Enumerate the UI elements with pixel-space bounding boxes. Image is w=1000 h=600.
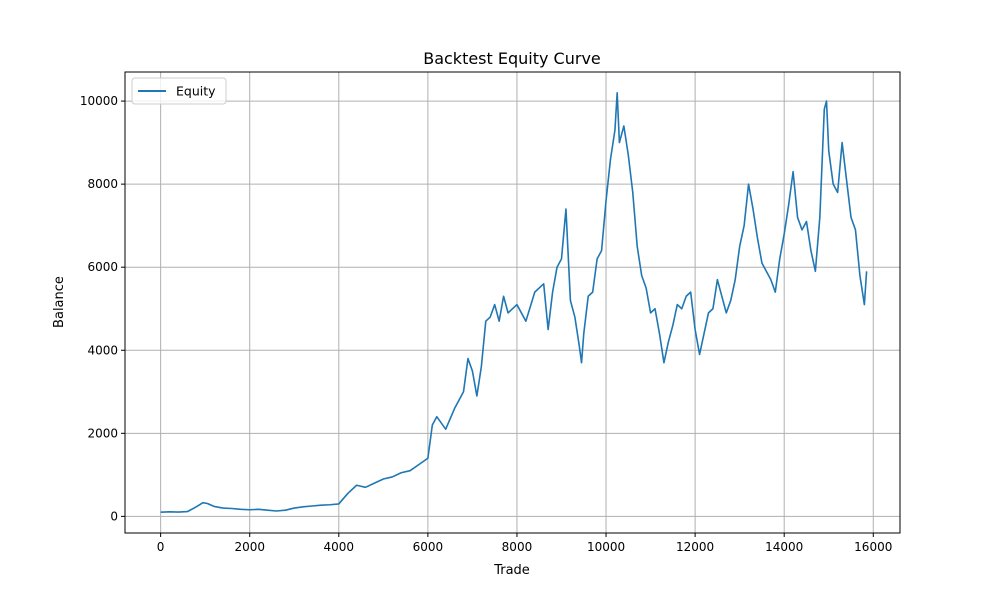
series-line-equity [160, 91, 868, 514]
x-axis-label: Trade [493, 563, 530, 578]
chart-title: Backtest Equity Curve [423, 49, 601, 68]
series-layer [160, 91, 868, 514]
x-tick-label: 14000 [765, 540, 803, 554]
y-tick-label: 2000 [87, 426, 118, 440]
y-tick-label: 8000 [87, 177, 118, 191]
legend: Equity [131, 77, 227, 105]
x-tick-label: 4000 [324, 540, 355, 554]
y-axis-label: Balance [52, 276, 67, 328]
x-tick-label: 6000 [413, 540, 444, 554]
y-ticks: 0 2000 4000 6000 8000 10000 [80, 94, 125, 523]
x-tick-label: 8000 [502, 540, 533, 554]
y-tick-label: 4000 [87, 343, 118, 357]
x-tick-label: 12000 [676, 540, 714, 554]
legend-label-equity: Equity [176, 84, 216, 99]
y-tick-label: 6000 [87, 260, 118, 274]
y-tick-label: 0 [110, 509, 118, 523]
y-tick-label: 10000 [80, 94, 118, 108]
plot-frame [124, 71, 901, 534]
grid [125, 72, 900, 533]
legend-box [131, 77, 227, 105]
x-tick-label: 10000 [587, 540, 625, 554]
x-tick-label: 0 [157, 540, 165, 554]
x-ticks: 0 2000 4000 6000 8000 10000 12000 14000 16000 [157, 533, 892, 554]
x-tick-label: 2000 [234, 540, 265, 554]
x-tick-label: 16000 [854, 540, 892, 554]
